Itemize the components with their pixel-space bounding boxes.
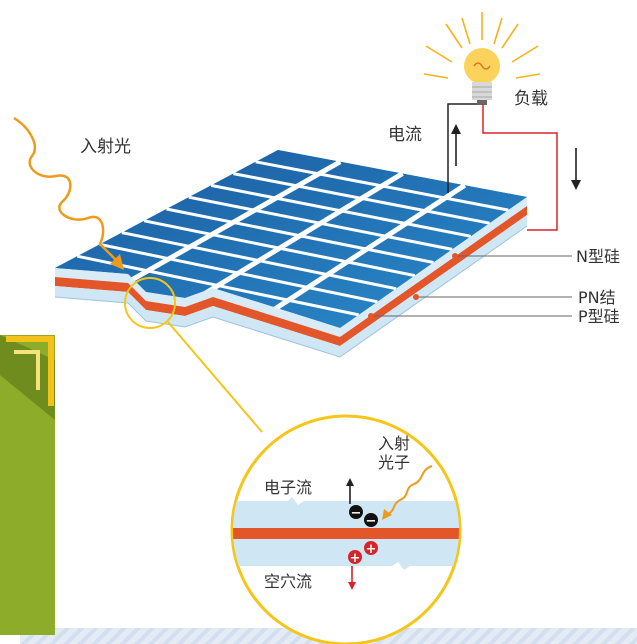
wire-black [447, 103, 477, 193]
callout-source-circle [124, 277, 176, 329]
layer-leader-lines [371, 255, 572, 317]
current-label: 电流 [388, 125, 422, 145]
hole-down-arrow [348, 566, 356, 590]
incident-light-arrowhead [110, 254, 124, 270]
hole-icon [364, 541, 378, 555]
svg-text:−: − [366, 514, 377, 529]
panel-grid [76, 159, 509, 317]
p-silicon-marker [368, 313, 374, 319]
n-silicon-edge [340, 197, 527, 337]
electron-particles: − − [349, 505, 378, 529]
cell-column-line [267, 183, 467, 316]
green-decoration [0, 335, 55, 635]
svg-text:−: − [351, 506, 362, 521]
hole-icon [348, 550, 362, 564]
hole-flow-label: 空穴流 [264, 572, 312, 591]
p-silicon-edge [340, 215, 527, 357]
electron-up-arrow [346, 478, 354, 504]
solar-panel [54, 150, 528, 358]
pn-junction-label: PN结 [578, 288, 616, 307]
zoom-junction [233, 528, 459, 539]
p-silicon-label: P型硅 [578, 307, 620, 326]
load-label: 负载 [514, 89, 548, 109]
photon-ray [387, 465, 433, 515]
current-up-arrow [451, 124, 461, 166]
incident-photon-label-2: 光子 [378, 453, 410, 472]
zoom-callout [230, 414, 462, 644]
callout-leader [167, 321, 263, 433]
n-silicon-marker [452, 253, 458, 259]
wire-red [482, 104, 558, 231]
pn-junction-edge [340, 206, 527, 346]
svg-text:+: + [366, 542, 377, 557]
pn-junction-marker [413, 294, 419, 300]
cell-column-line [196, 171, 404, 301]
n-silicon-label: N型硅 [576, 247, 620, 266]
electron-flow-label: 电子流 [264, 478, 312, 497]
incident-photon-label-1: 入射 [378, 434, 410, 453]
electron-icon [364, 513, 378, 527]
bulb-icon [423, 12, 541, 105]
cell-column-line [125, 159, 342, 286]
electron-icon [349, 505, 363, 519]
svg-text:+: + [350, 551, 361, 566]
incident-light-ray [13, 116, 119, 263]
current-down-arrow [571, 148, 581, 190]
hole-particles: + + [348, 541, 378, 566]
incident-light-label: 入射光 [80, 137, 131, 157]
photon-arrowhead [382, 509, 392, 520]
